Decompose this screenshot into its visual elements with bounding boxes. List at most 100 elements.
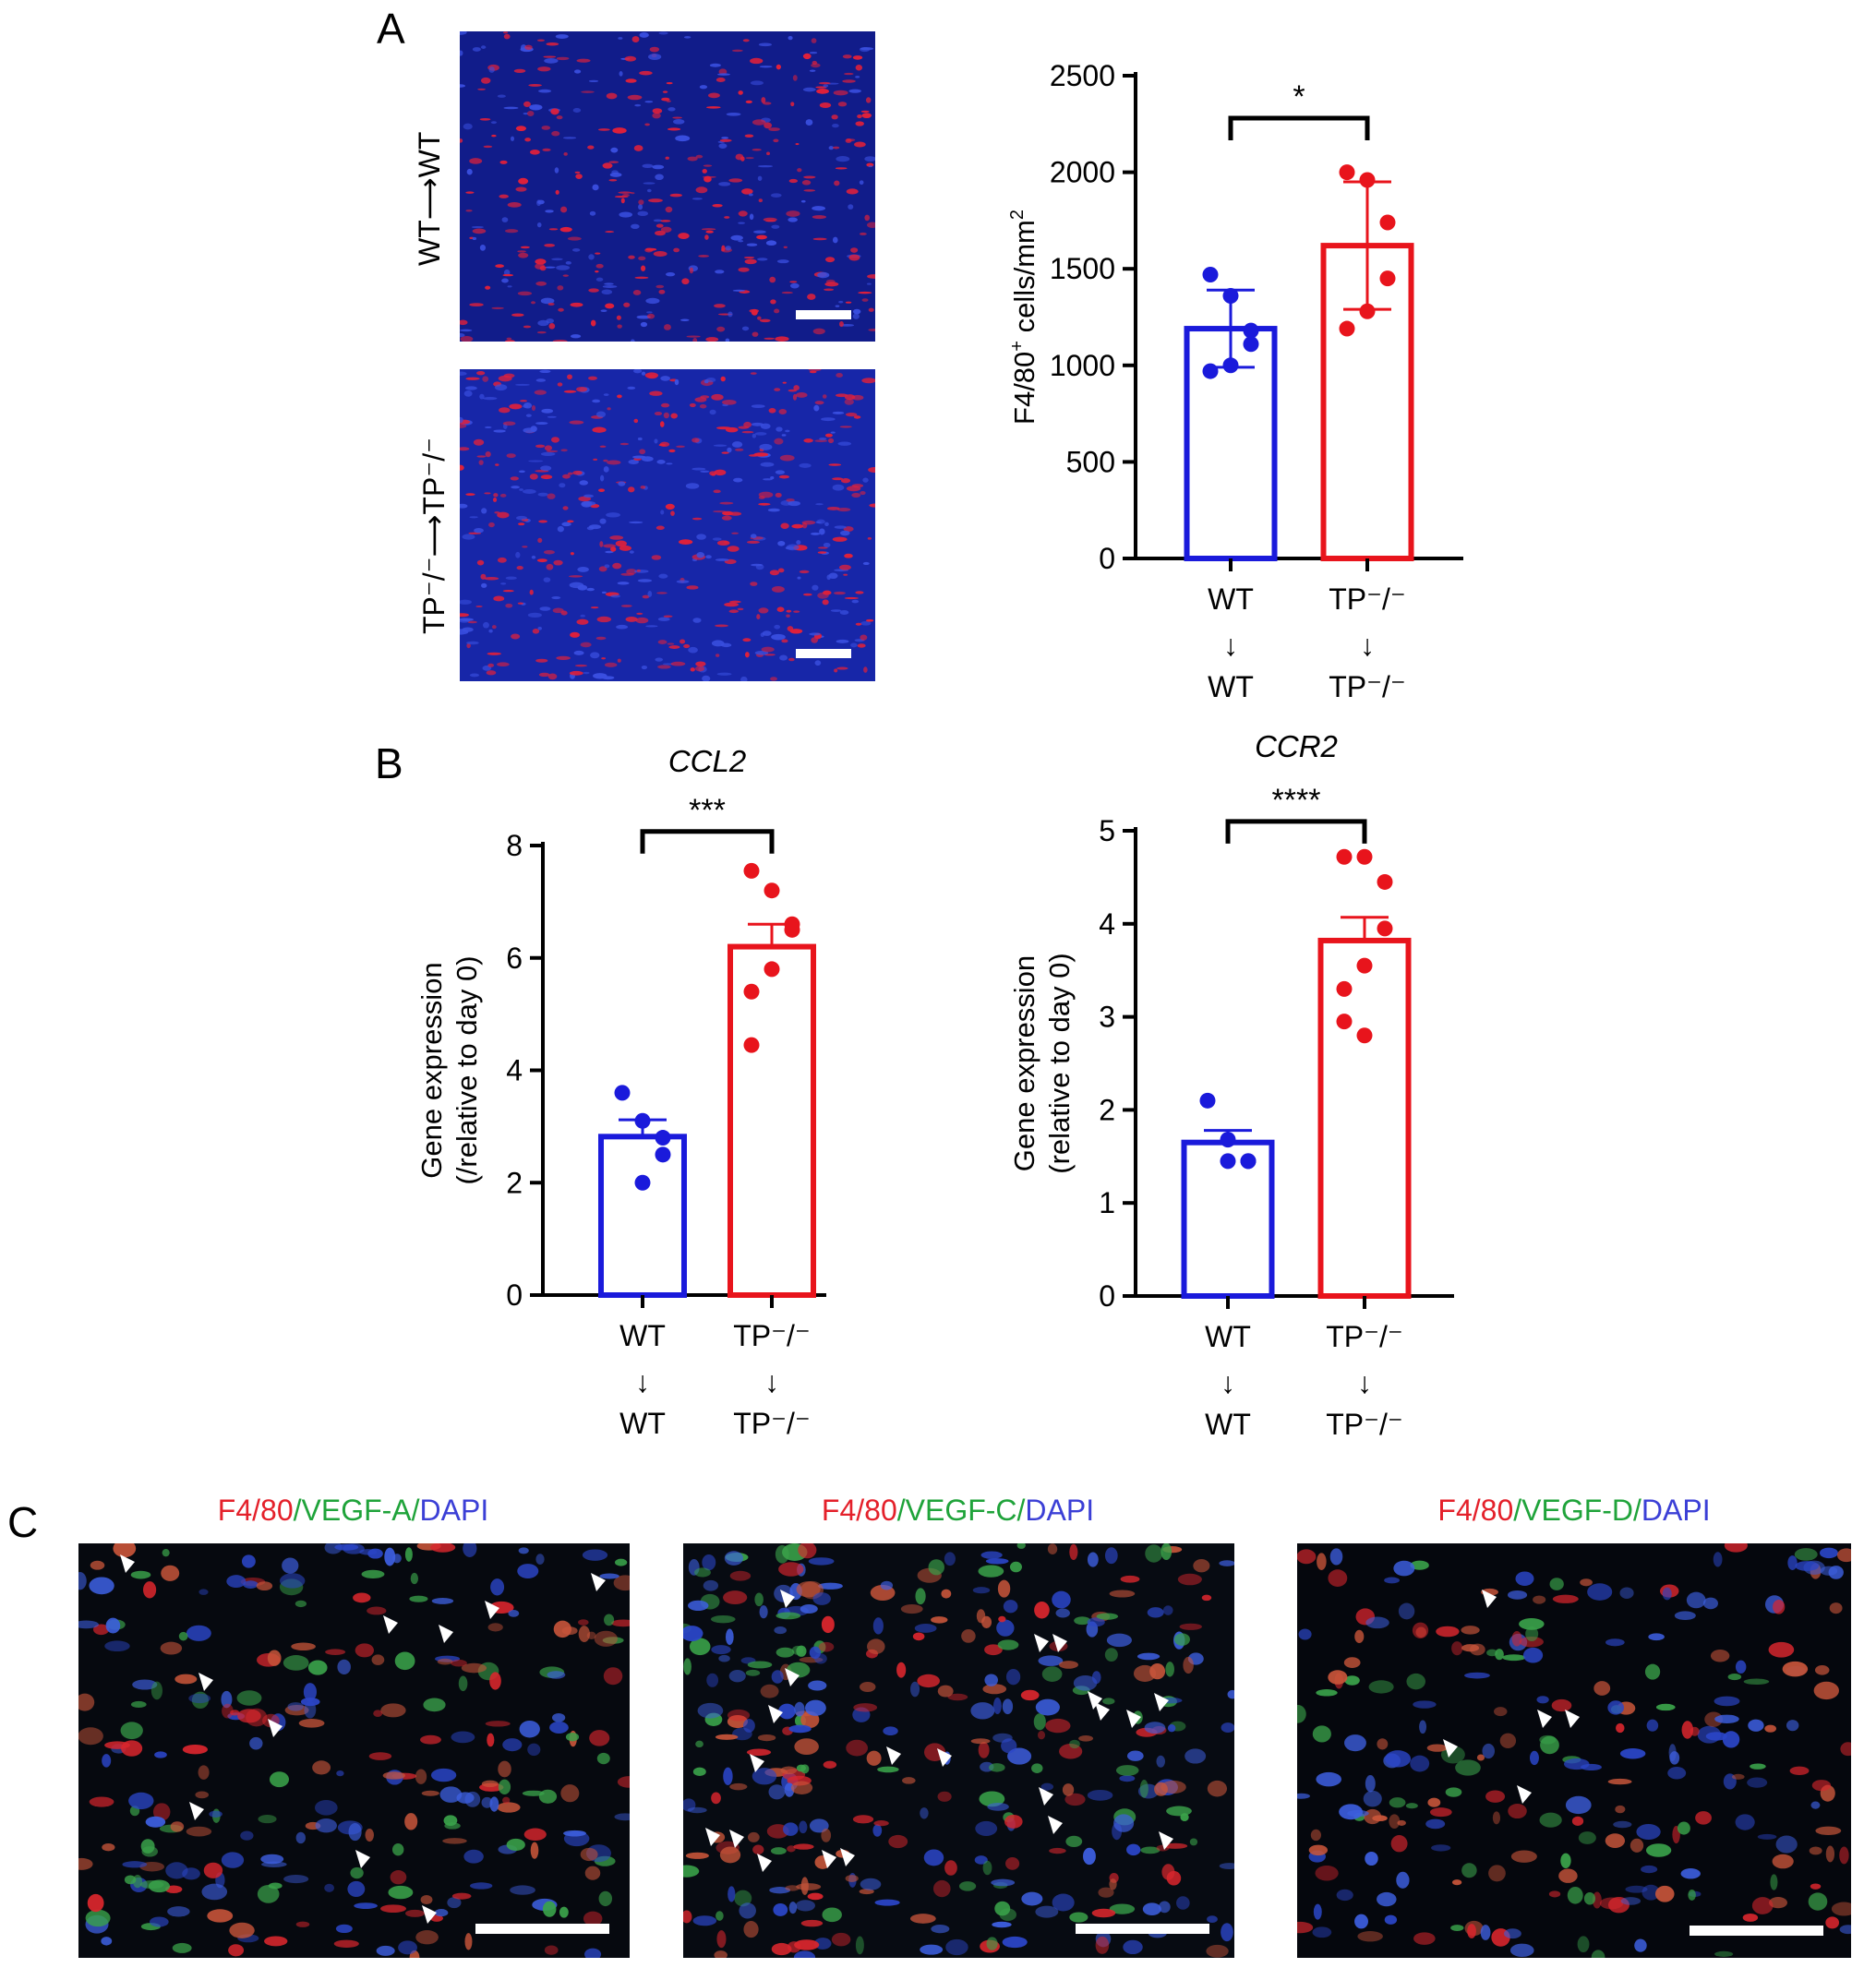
data-point [1243, 336, 1259, 353]
row-label-tp: TP⁻/⁻⟶TP⁻/⁻ [417, 438, 451, 634]
scale-bar [1690, 1926, 1823, 1936]
x-tick-arrow: ↓ [764, 1365, 779, 1398]
scale-bar [475, 1924, 609, 1934]
y-tick-label: 8 [506, 829, 523, 862]
arrowhead-icon [1482, 1590, 1497, 1608]
chart-b1: CCL2 0 2 4 6 8 Gene expression (/relative to da… [406, 738, 886, 1458]
micrograph-vegf-d-image [1297, 1543, 1851, 1958]
x-tick-label-top: TP⁻/⁻ [1326, 1320, 1403, 1353]
arrowhead-icon [1443, 1739, 1458, 1758]
stain-sep: / [896, 1494, 906, 1527]
micrograph-tp [460, 369, 875, 681]
stain-title-vegf-d: F4/80/VEGF-D/DAPI [1297, 1494, 1851, 1528]
y-axis-title: F4/80+ cells/mm2 [1007, 210, 1040, 425]
arrowhead-icon [1517, 1785, 1532, 1804]
x-tick-label-top: WT [1205, 1320, 1251, 1353]
arrowhead-icon [422, 1905, 437, 1924]
x-tick-label-bottom: TP⁻/⁻ [1326, 1408, 1403, 1441]
data-point [1220, 1153, 1236, 1170]
data-point [764, 882, 780, 899]
y-tick-label: 2500 [1050, 59, 1115, 92]
data-point [1336, 1014, 1353, 1030]
data-point [1339, 320, 1355, 337]
data-point [614, 1085, 631, 1101]
chart-b2-svg: CCR2 0 1 2 3 4 5 Gene expression (relative to da… [1008, 729, 1454, 1441]
stain-dapi: DAPI [1641, 1494, 1711, 1527]
arrowhead-icon [120, 1554, 135, 1573]
data-point [634, 1174, 651, 1191]
stain-sep: / [411, 1494, 420, 1527]
data-point [1379, 214, 1396, 231]
scale-bar [796, 649, 851, 658]
data-point [764, 961, 780, 978]
x-tick-arrow: ↓ [1223, 629, 1238, 662]
data-point [655, 1146, 671, 1163]
stain-dapi: DAPI [1025, 1494, 1095, 1527]
y-tick-label: 500 [1066, 445, 1115, 478]
panel-a-letter: A [377, 5, 405, 53]
data-point [1202, 266, 1219, 282]
arrowhead-icon [937, 1748, 952, 1767]
y-tick-label: 0 [1099, 1279, 1115, 1313]
y-tick-label: 3 [1099, 1001, 1115, 1034]
arrowhead-icon [757, 1854, 772, 1872]
y-tick-label: 2 [506, 1166, 523, 1199]
data-point [1336, 980, 1353, 997]
y-tick-label: 2 [1099, 1093, 1115, 1126]
stain-f480: F4/80 [821, 1494, 897, 1527]
x-tick-label-bottom: WT [619, 1407, 666, 1440]
scale-bar [1076, 1924, 1209, 1934]
micrograph-tp-image [460, 369, 875, 681]
arrowhead-icon [705, 1828, 720, 1846]
x-tick-label-top: TP⁻/⁻ [733, 1319, 811, 1352]
arrowhead-icon [485, 1601, 499, 1619]
arrowhead-icon [439, 1625, 453, 1643]
chart-b1-svg: CCL2 0 2 4 6 8 Gene expression (/relative to da… [415, 744, 826, 1440]
data-point [1339, 164, 1355, 181]
y-axis-title-line: (relative to day 0) [1043, 953, 1076, 1174]
arrowhead-icon [822, 1850, 836, 1868]
arrowhead-icon [1095, 1702, 1110, 1721]
data-point [743, 1037, 760, 1053]
stain-vegf: VEGF-A [301, 1494, 412, 1527]
arrowhead-icon [768, 1705, 783, 1723]
chart-b2: CCR2 0 1 2 3 4 5 Gene expression (relative to da… [979, 729, 1477, 1458]
data-point [784, 921, 800, 938]
y-tick-label: 6 [506, 942, 523, 975]
arrowhead-icon [1154, 1693, 1169, 1711]
data-point [1202, 363, 1219, 379]
y-tick-label: 4 [1099, 907, 1115, 941]
data-point [655, 1130, 671, 1146]
stain-f480: F4/80 [1437, 1494, 1514, 1527]
data-point [1222, 357, 1239, 374]
arrowhead-icon [1048, 1816, 1063, 1834]
y-tick-label: 0 [1099, 542, 1115, 575]
y-tick-label: 4 [506, 1054, 523, 1087]
micrograph-vegf-c [683, 1543, 1234, 1958]
arrowhead-icon [383, 1615, 398, 1634]
micrograph-vegf-a-image [78, 1543, 630, 1958]
x-tick-label-bottom: WT [1208, 670, 1254, 703]
arrowhead-icon [750, 1754, 764, 1772]
x-tick-label-top: WT [619, 1319, 666, 1352]
data-point [743, 862, 760, 879]
y-tick-label: 2000 [1050, 156, 1115, 189]
scale-bar [796, 310, 851, 319]
x-tick-label-bottom: TP⁻/⁻ [1329, 670, 1406, 703]
arrowhead-icon [1088, 1691, 1102, 1710]
x-tick-label-bottom: WT [1205, 1408, 1251, 1441]
significance-bracket [1225, 819, 1367, 844]
significance-bracket [1228, 115, 1370, 141]
stain-title-vegf-c: F4/80/VEGF-C/DAPI [683, 1494, 1233, 1528]
row-label-wt: WT⟶WT [413, 131, 446, 266]
data-point [1199, 1092, 1216, 1109]
x-tick-arrow: ↓ [635, 1365, 650, 1398]
data-point [1220, 1132, 1236, 1148]
arrowhead-icon [785, 1668, 800, 1686]
micrograph-vegf-a [78, 1543, 630, 1958]
y-tick-label: 5 [1099, 814, 1115, 847]
arrowhead-icon [729, 1830, 744, 1848]
data-point [743, 983, 760, 1000]
x-tick-label-top: TP⁻/⁻ [1329, 582, 1406, 616]
micrograph-wt-image [460, 31, 875, 342]
